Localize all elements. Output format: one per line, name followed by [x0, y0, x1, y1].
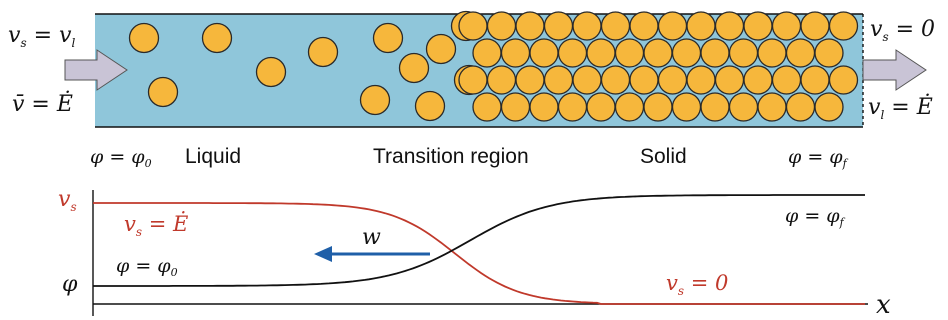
particle: [529, 92, 559, 122]
particle: [600, 65, 631, 95]
vs-right-annotation: vs = 0: [666, 271, 728, 298]
particle: [515, 11, 545, 41]
particle: [657, 11, 688, 41]
phi-inlet-label: φ = φ0: [90, 146, 152, 170]
particle: [686, 11, 716, 41]
particle: [686, 65, 716, 95]
particle: [828, 65, 859, 95]
particle: [614, 38, 645, 68]
particle: [414, 90, 446, 122]
particle: [814, 38, 844, 68]
particle: [500, 92, 531, 122]
x-label: x: [876, 290, 891, 320]
particle: [586, 92, 616, 122]
particle: [728, 38, 759, 68]
particle: [458, 65, 488, 95]
front-velocity-label: w: [362, 225, 381, 250]
particle: [743, 65, 773, 95]
particle: [307, 36, 339, 68]
phi-right-annotation: φ = φf: [785, 205, 846, 229]
outlet-liquid-eq: vl = Ė: [868, 93, 933, 122]
particle: [700, 38, 730, 68]
particle: [728, 92, 759, 122]
inlet-arrow-icon: [64, 49, 128, 91]
particle: [785, 38, 816, 68]
particle: [529, 38, 559, 68]
particle: [543, 11, 574, 41]
particle: [757, 92, 787, 122]
particle: [557, 38, 588, 68]
particle: [814, 92, 844, 122]
outlet-arrow-icon: [862, 49, 927, 91]
particle: [572, 65, 602, 95]
particle: [643, 38, 673, 68]
particle: [500, 38, 531, 68]
particle: [800, 11, 830, 41]
region-transition-label: Transition region: [373, 145, 529, 168]
vs-curve: [93, 202, 865, 305]
phi-left-annotation: φ = φ0: [116, 255, 178, 279]
particle: [425, 33, 457, 65]
particle: [714, 65, 745, 95]
y-label-phi: φ: [62, 272, 78, 297]
y-label-vs: vs: [58, 187, 77, 214]
particle: [629, 11, 659, 41]
particle: [771, 11, 802, 41]
particles: [128, 10, 859, 122]
particle: [472, 38, 502, 68]
particle: [600, 11, 631, 41]
particle: [359, 84, 391, 116]
particle: [147, 76, 179, 108]
particle: [586, 38, 616, 68]
particle: [714, 11, 745, 41]
particle: [771, 65, 802, 95]
phi-curve: [93, 194, 865, 287]
particle: [671, 38, 702, 68]
particle: [398, 52, 430, 84]
particle: [255, 56, 287, 88]
particle: [671, 92, 702, 122]
particle: [657, 65, 688, 95]
particle: [828, 11, 859, 41]
particle: [629, 65, 659, 95]
region-liquid-label: Liquid: [185, 145, 241, 168]
bottom-plot: w vs φ x vs = Ė vs = 0 φ = φ0 φ = φf: [58, 187, 891, 320]
particle: [128, 22, 160, 54]
particle: [486, 65, 517, 95]
front-arrow-icon: [314, 246, 332, 262]
particle: [743, 11, 773, 41]
particle: [700, 92, 730, 122]
inlet-velocity-eq: vs = vl: [8, 23, 75, 50]
particle: [458, 11, 488, 41]
phi-outlet-label: φ = φf: [788, 146, 849, 170]
particle: [472, 92, 502, 122]
vs-left-annotation: vs = Ė: [124, 212, 188, 239]
particle: [572, 11, 602, 41]
particle: [486, 11, 517, 41]
region-solid-label: Solid: [640, 145, 687, 168]
particle: [757, 38, 787, 68]
particle: [614, 92, 645, 122]
inlet-mean-eq: v̄ = Ė: [12, 90, 73, 117]
particle: [543, 65, 574, 95]
particle: [800, 65, 830, 95]
particle: [372, 22, 404, 54]
particle: [515, 65, 545, 95]
outlet-solid-eq: vs = 0: [870, 17, 935, 44]
particle: [201, 22, 233, 54]
particle: [785, 92, 816, 122]
particle: [557, 92, 588, 122]
particle: [643, 92, 673, 122]
